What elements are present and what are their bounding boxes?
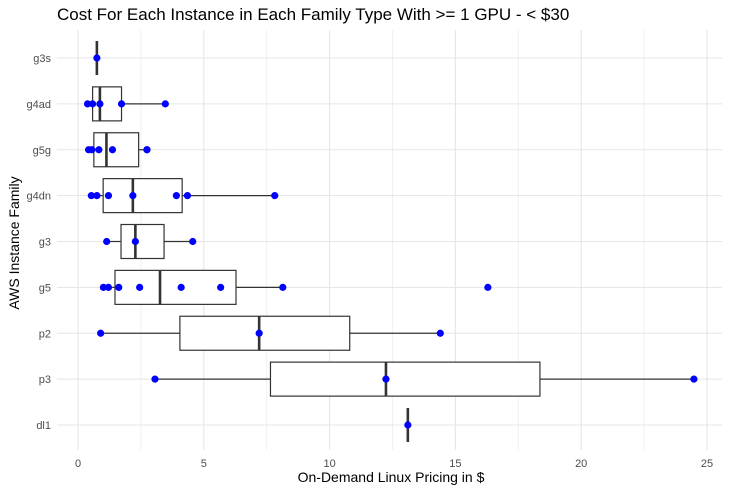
data-point (437, 330, 444, 337)
data-point (105, 284, 112, 291)
data-point (132, 238, 139, 245)
y-tick-label: p3 (39, 374, 51, 386)
box-g4dn (103, 179, 182, 213)
data-point (382, 376, 389, 383)
data-point (95, 146, 102, 153)
y-tick-label: dl1 (36, 420, 51, 432)
y-axis-label: AWS Instance Family (6, 176, 22, 309)
data-point (93, 54, 100, 61)
box-p3 (270, 362, 539, 396)
chart-title: Cost For Each Instance in Each Family Ty… (57, 5, 569, 25)
data-point (178, 284, 185, 291)
data-point (136, 284, 143, 291)
data-point (173, 192, 180, 199)
data-point (256, 330, 263, 337)
data-point (143, 146, 150, 153)
y-tick-label: g4ad (27, 99, 51, 111)
data-point (96, 100, 103, 107)
box-g3 (121, 225, 164, 259)
data-point (109, 146, 116, 153)
x-axis-label: On-Demand Linux Pricing in $ (0, 469, 732, 485)
data-point (93, 192, 100, 199)
data-point (105, 192, 112, 199)
y-tick-label: g5 (39, 282, 51, 294)
y-tick-label: g3 (39, 237, 51, 249)
data-point (118, 100, 125, 107)
y-tick-label: g4dn (27, 191, 51, 203)
y-tick-label: g5g (33, 145, 51, 157)
data-point (189, 238, 196, 245)
data-point (690, 376, 697, 383)
data-point (217, 284, 224, 291)
data-point (129, 192, 136, 199)
data-point (103, 238, 110, 245)
data-point (115, 284, 122, 291)
data-point (484, 284, 491, 291)
data-point (151, 376, 158, 383)
data-point (404, 421, 411, 428)
data-point (279, 284, 286, 291)
data-point (184, 192, 191, 199)
y-tick-label: p2 (39, 328, 51, 340)
y-tick-label: g3s (33, 53, 51, 65)
data-point (89, 100, 96, 107)
data-point (271, 192, 278, 199)
data-point (88, 146, 95, 153)
box-p2 (180, 316, 350, 350)
data-point (97, 330, 104, 337)
data-point (162, 100, 169, 107)
